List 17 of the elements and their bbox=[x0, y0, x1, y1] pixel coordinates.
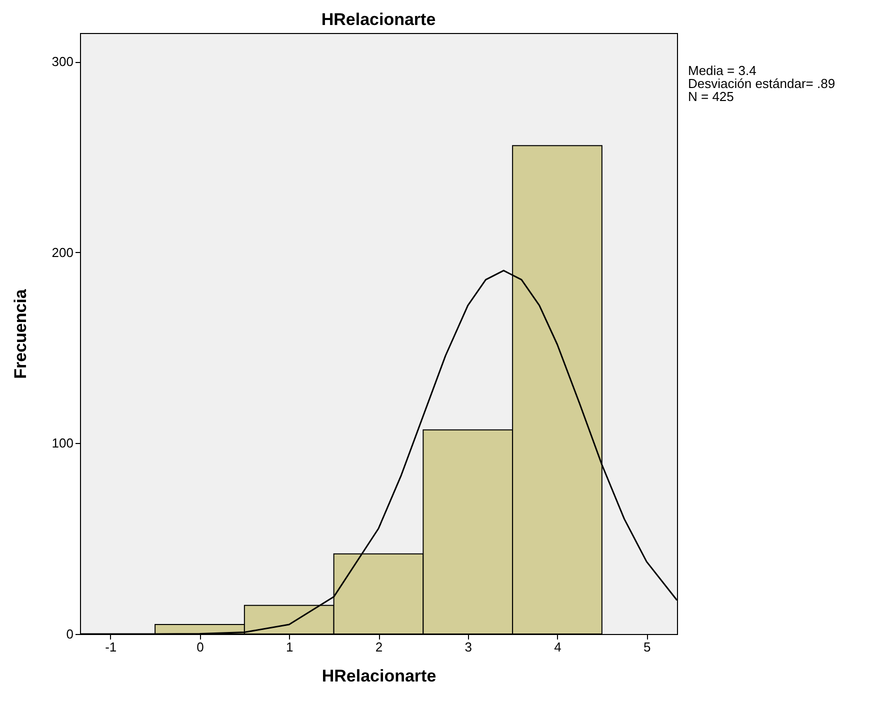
x-tick-label: -1 bbox=[105, 640, 117, 654]
text: N = 425 bbox=[688, 89, 734, 104]
x-tick-label: 5 bbox=[643, 640, 651, 654]
x-tick-label: 3 bbox=[464, 640, 472, 654]
x-tick-label: 2 bbox=[375, 640, 383, 654]
text: Desviación estándar= .89 bbox=[688, 76, 836, 91]
y-tick-label: 200 bbox=[52, 244, 74, 260]
chart-title: HRelacionarte bbox=[321, 10, 436, 29]
text: Media = 3.4 bbox=[688, 63, 756, 78]
y-tick-label: 300 bbox=[52, 54, 74, 70]
x-tick-label: 1 bbox=[286, 640, 294, 654]
y-tick-label: 100 bbox=[52, 436, 74, 451]
y-axis-title: Frecuencia bbox=[10, 288, 30, 379]
x-axis-title: HRelacionarte bbox=[322, 666, 436, 686]
y-tick-label: 0 bbox=[66, 626, 74, 642]
x-tick-label: 0 bbox=[196, 640, 204, 654]
x-tick-label: 4 bbox=[554, 640, 562, 654]
